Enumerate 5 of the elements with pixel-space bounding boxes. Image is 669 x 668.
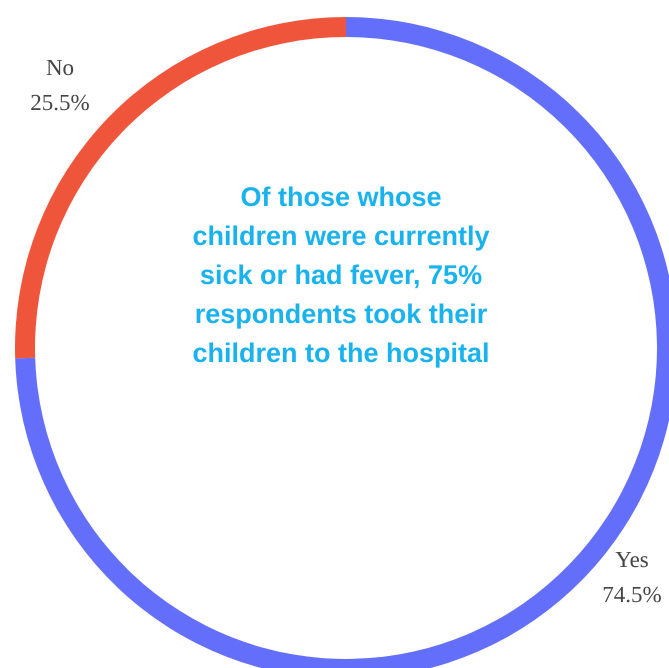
- text: Of those whose children were currently sick or had fever, 75% respondents took their children to the hospital: [191, 181, 491, 370]
- slice-label: Yes: [615, 547, 649, 572]
- data-label: 25.5%: [30, 90, 90, 115]
- data-label: 74.5%: [602, 582, 662, 607]
- slice-label: No: [46, 55, 74, 80]
